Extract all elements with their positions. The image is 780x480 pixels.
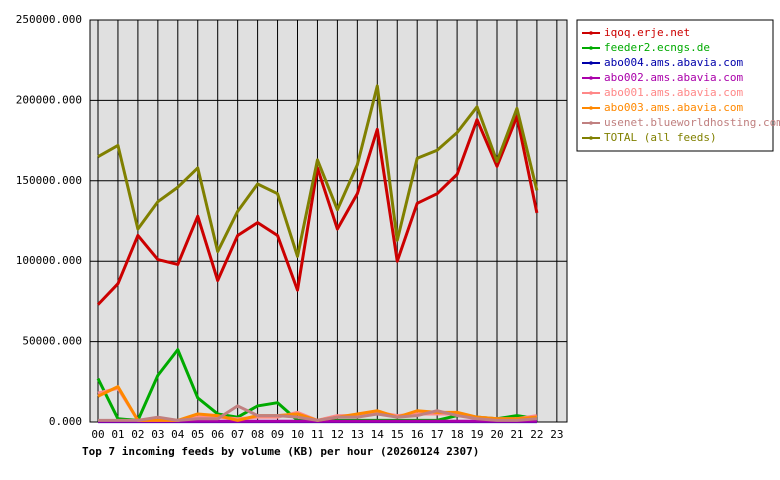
x-tick-label: 13 xyxy=(351,428,364,441)
x-tick-label: 04 xyxy=(171,428,185,441)
legend-dot xyxy=(589,46,593,50)
x-tick-label: 20 xyxy=(490,428,503,441)
x-tick-label: 00 xyxy=(91,428,104,441)
x-tick-label: 02 xyxy=(131,428,144,441)
series-line xyxy=(97,84,539,258)
x-tick-label: 07 xyxy=(231,428,244,441)
legend-label: abo001.ams.abavia.com xyxy=(604,86,743,99)
x-tick-label: 01 xyxy=(111,428,124,441)
x-tick-label: 23 xyxy=(550,428,563,441)
legend-dot xyxy=(589,76,593,80)
x-tick-label: 16 xyxy=(411,428,424,441)
legend-label: TOTAL (all feeds) xyxy=(604,131,717,144)
x-tick-label: 15 xyxy=(391,428,404,441)
x-tick-label: 05 xyxy=(191,428,204,441)
y-tick-label: 150000.000 xyxy=(16,174,82,187)
legend-box xyxy=(576,19,774,152)
y-tick-label: 50000.000 xyxy=(22,335,82,348)
x-tick-label: 09 xyxy=(271,428,284,441)
x-tick-label: 17 xyxy=(431,428,444,441)
x-tick-label: 21 xyxy=(510,428,523,441)
legend-label: abo004.ams.abavia.com xyxy=(604,56,743,69)
legend-dot xyxy=(589,31,593,35)
x-tick-label: 14 xyxy=(371,428,385,441)
y-tick-label: 0.000 xyxy=(49,415,82,428)
legend-label: iqoq.erje.net xyxy=(604,26,690,39)
x-tick-label: 03 xyxy=(151,428,164,441)
legend-label: usenet.blueworldhosting.com xyxy=(604,116,780,129)
x-tick-label: 11 xyxy=(311,428,324,441)
x-tick-label: 19 xyxy=(470,428,483,441)
legend-label: abo002.ams.abavia.com xyxy=(604,71,743,84)
x-tick-label: 06 xyxy=(211,428,224,441)
legend-dot xyxy=(589,61,593,65)
series-line xyxy=(98,404,538,422)
x-tick-label: 18 xyxy=(450,428,463,441)
legend-dot xyxy=(589,121,593,125)
legend-dot xyxy=(589,91,593,95)
x-tick-label: 12 xyxy=(331,428,344,441)
y-tick-label: 200000.000 xyxy=(16,93,82,106)
x-tick-label: 08 xyxy=(251,428,264,441)
chart-title: Top 7 incoming feeds by volume (KB) per … xyxy=(82,445,479,458)
x-tick-label: 10 xyxy=(291,428,304,441)
legend-label: abo003.ams.abavia.com xyxy=(604,101,743,114)
y-tick-label: 100000.000 xyxy=(16,254,82,267)
legend-label: feeder2.ecngs.de xyxy=(604,41,710,54)
legend-dot xyxy=(589,136,593,140)
plot-area xyxy=(89,19,568,423)
legend-dot xyxy=(589,106,593,110)
y-tick-label: 250000.000 xyxy=(16,13,82,26)
series-line xyxy=(96,114,539,306)
x-tick-label: 22 xyxy=(530,428,543,441)
